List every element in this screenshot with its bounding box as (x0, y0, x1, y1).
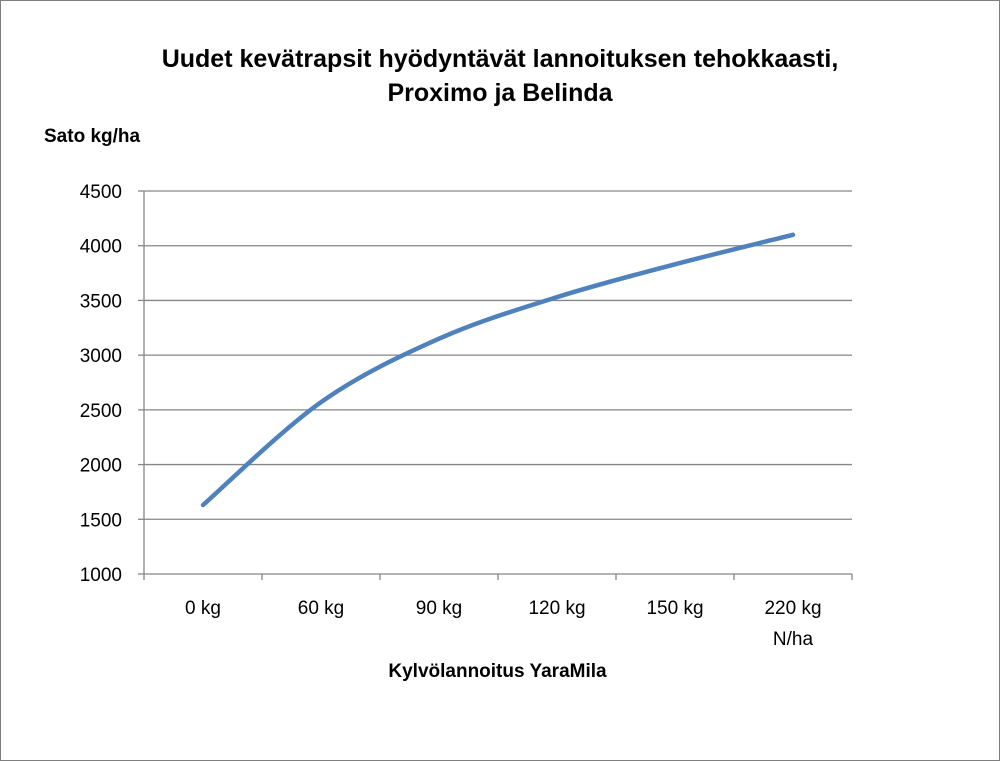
y-tick-label: 2500 (80, 401, 122, 422)
y-axis-label: Sato kg/ha (44, 126, 141, 147)
y-tick-label: 4000 (80, 237, 122, 258)
chart-title-line-1: Uudet kevätrapsit hyödyntävät lannoituks… (161, 45, 839, 73)
x-tick-label: 90 kg (416, 598, 462, 619)
series-layer (200, 232, 796, 508)
y-tick-label: 3500 (80, 291, 122, 312)
x-tick-label: 60 kg (298, 598, 344, 619)
x-tick-label: 150 kg (646, 598, 703, 619)
gridlines (144, 190, 852, 520)
y-tick-label: 1000 (80, 565, 122, 586)
x-tick-label: 220 kg (764, 598, 821, 619)
y-tick-label: 4500 (80, 182, 122, 203)
y-tick-label: 2000 (80, 456, 122, 477)
x-axis-label: Kylvölannoitus YaraMila (388, 661, 607, 682)
tick-labels: 1000 1500 2000 2500 3000 3500 4000 4500 0 kg 60 k… (80, 182, 822, 650)
series-line (200, 232, 796, 508)
chart-title-line-2: Proximo ja Belinda (387, 79, 613, 107)
axes (138, 190, 853, 580)
chart-title: Uudet kevätrapsit hyödyntävät lannoituks… (0, 42, 1000, 110)
x-unit-label: N/ha (773, 629, 814, 650)
y-tick-label: 1500 (80, 510, 122, 531)
x-tick-label: 120 kg (528, 598, 585, 619)
y-tick-label: 3000 (80, 346, 122, 367)
x-tick-label: 0 kg (185, 598, 221, 619)
